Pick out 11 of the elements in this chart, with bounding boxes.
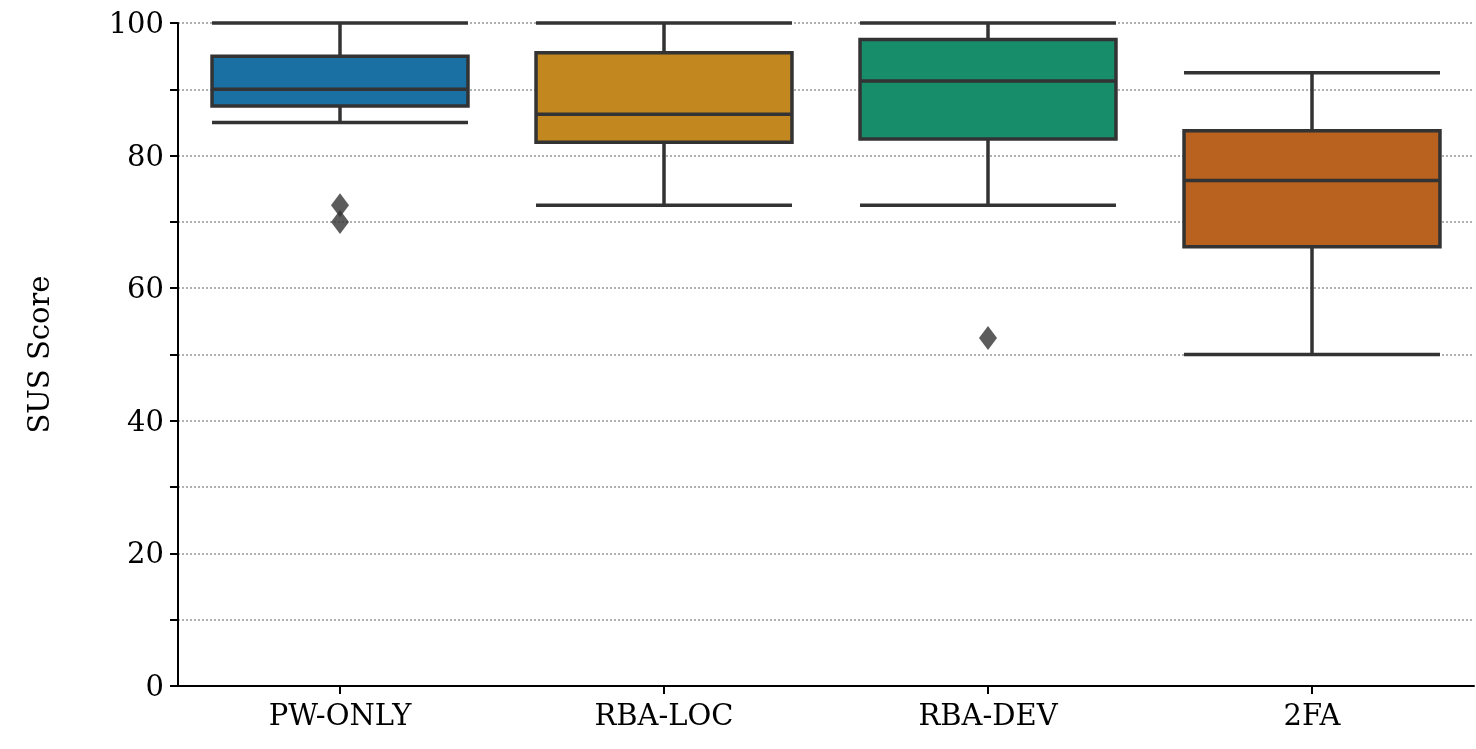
x-tick-label: RBA-LOC bbox=[594, 697, 734, 732]
y-axis-title: SUS Score bbox=[21, 275, 56, 434]
x-tick-label: PW-ONLY bbox=[268, 697, 413, 732]
y-tick-label: 20 bbox=[127, 536, 164, 571]
x-tick-label: 2FA bbox=[1283, 697, 1342, 732]
y-tick-label: 40 bbox=[127, 403, 164, 438]
y-tick-label: 80 bbox=[127, 138, 164, 173]
y-tick-label: 0 bbox=[145, 669, 164, 703]
y-tick-label: 60 bbox=[127, 271, 164, 306]
y-tick-label: 100 bbox=[108, 6, 164, 40]
x-tick-label: RBA-DEV bbox=[918, 697, 1059, 732]
